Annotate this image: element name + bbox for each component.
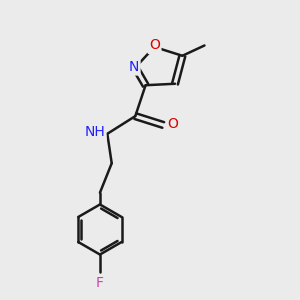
Text: N: N — [129, 60, 139, 74]
Text: O: O — [149, 38, 160, 52]
Text: NH: NH — [84, 125, 105, 139]
Text: O: O — [168, 117, 178, 131]
Text: F: F — [96, 276, 104, 290]
